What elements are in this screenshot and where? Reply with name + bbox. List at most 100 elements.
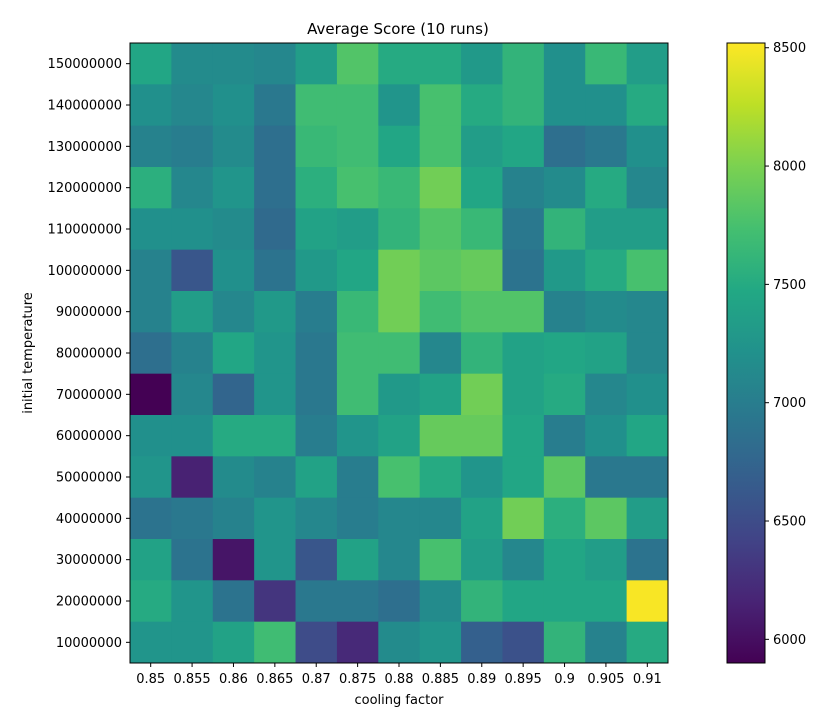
heatmap-cell [585, 415, 628, 457]
heatmap-cell [502, 415, 545, 457]
heatmap-cell [295, 580, 338, 623]
heatmap-cell [378, 539, 421, 581]
y-tick-label: 40000000 [56, 512, 122, 527]
heatmap-cell [626, 249, 669, 292]
x-tick-label: 0.85 [136, 672, 165, 687]
x-tick-label: 0.86 [219, 672, 248, 687]
colorbar-tick-label: 6500 [773, 515, 806, 530]
heatmap-cell [543, 373, 586, 416]
heatmap-cell [130, 125, 172, 168]
heatmap-cell [626, 621, 669, 664]
heatmap-cell [171, 208, 214, 251]
colorbar-frame [726, 42, 766, 664]
x-axis-label: cooling factor [355, 693, 445, 708]
heatmap-cell [378, 84, 421, 127]
heatmap-cell [254, 621, 297, 664]
heatmap-cell [171, 497, 214, 540]
heatmap-cell [171, 456, 214, 499]
heatmap-cell [585, 43, 628, 85]
heatmap-cell [171, 291, 214, 333]
heatmap-cell [502, 167, 545, 209]
heatmap-cell [502, 373, 545, 416]
heatmap-cell [130, 291, 172, 333]
heatmap-cell [212, 456, 255, 499]
heatmap-cell [295, 43, 338, 85]
heatmap-cell [212, 249, 255, 292]
heatmap-cell [378, 497, 421, 540]
heatmap-cell [130, 249, 172, 292]
heatmap-cell [461, 497, 503, 540]
heatmap-cell [461, 415, 503, 457]
colorbar-tick-label: 7000 [773, 396, 806, 411]
heatmap-cell [336, 497, 379, 540]
heatmap-cell [130, 580, 172, 623]
heatmap-cell [585, 208, 628, 251]
heatmap-cell [543, 580, 586, 623]
heatmap-cell [502, 621, 545, 664]
heatmap-cell [502, 249, 545, 292]
heatmap-cell [254, 125, 297, 168]
heatmap-cell [295, 291, 338, 333]
heatmap-cell [295, 621, 338, 664]
x-axis-ticks: 0.85 0.855 0.86 0.865 0.87 0.875 0.88 0.885 0.89… [136, 663, 662, 687]
heatmap-cell [254, 43, 297, 85]
heatmap-cell [502, 84, 545, 127]
heatmap-cell [502, 125, 545, 168]
heatmap-cell [212, 125, 255, 168]
heatmap-cell [585, 373, 628, 416]
heatmap-cell [212, 580, 255, 623]
heatmap-cell [378, 373, 421, 416]
heatmap-cell [212, 332, 255, 375]
heatmap-cell [585, 497, 628, 540]
heatmap-cell [130, 373, 172, 416]
heatmap-cell [419, 621, 462, 664]
heatmap-cell [130, 84, 172, 127]
heatmap-cell [543, 415, 586, 457]
heatmap-cell [336, 167, 379, 209]
y-tick-label: 50000000 [56, 471, 122, 486]
heatmap-cell [461, 84, 503, 127]
heatmap-cell [461, 167, 503, 209]
heatmap-cell [254, 539, 297, 581]
heatmap-cell [171, 373, 214, 416]
heatmap-cell [378, 291, 421, 333]
x-tick-label: 0.885 [422, 672, 459, 687]
heatmap-cell [543, 125, 586, 168]
heatmap-cell [295, 208, 338, 251]
heatmap-cell [336, 291, 379, 333]
heatmap-cell [419, 539, 462, 581]
heatmap-cell [254, 208, 297, 251]
heatmap-cell [626, 84, 669, 127]
heatmap-cell [502, 539, 545, 581]
heatmap-cell [502, 580, 545, 623]
heatmap-cell [543, 43, 586, 85]
heatmap-cell [585, 125, 628, 168]
heatmap-cell [212, 373, 255, 416]
heatmap-cell [254, 497, 297, 540]
heatmap-cell [254, 167, 297, 209]
heatmap-cell [130, 332, 172, 375]
x-tick-label: 0.91 [633, 672, 662, 687]
heatmap-cell [419, 208, 462, 251]
heatmap-cell [502, 291, 545, 333]
heatmap-cell [419, 249, 462, 292]
heatmap-cell [378, 456, 421, 499]
heatmap-cell [171, 249, 214, 292]
x-tick-label: 0.865 [256, 672, 293, 687]
heatmap-cell [626, 208, 669, 251]
heatmap-cell [336, 125, 379, 168]
y-tick-label: 30000000 [56, 553, 122, 568]
heatmap-cell [254, 332, 297, 375]
heatmap-cell [295, 167, 338, 209]
heatmap-cell [543, 208, 586, 251]
heatmap-cell [254, 84, 297, 127]
heatmap-cell [171, 167, 214, 209]
x-tick-label: 0.895 [505, 672, 542, 687]
heatmap-cell [212, 497, 255, 540]
colorbar-tick-label: 8000 [773, 160, 806, 175]
heatmap-cell [585, 539, 628, 581]
heatmap-cell [130, 167, 172, 209]
heatmap-cell [419, 125, 462, 168]
heatmap-cell [171, 415, 214, 457]
